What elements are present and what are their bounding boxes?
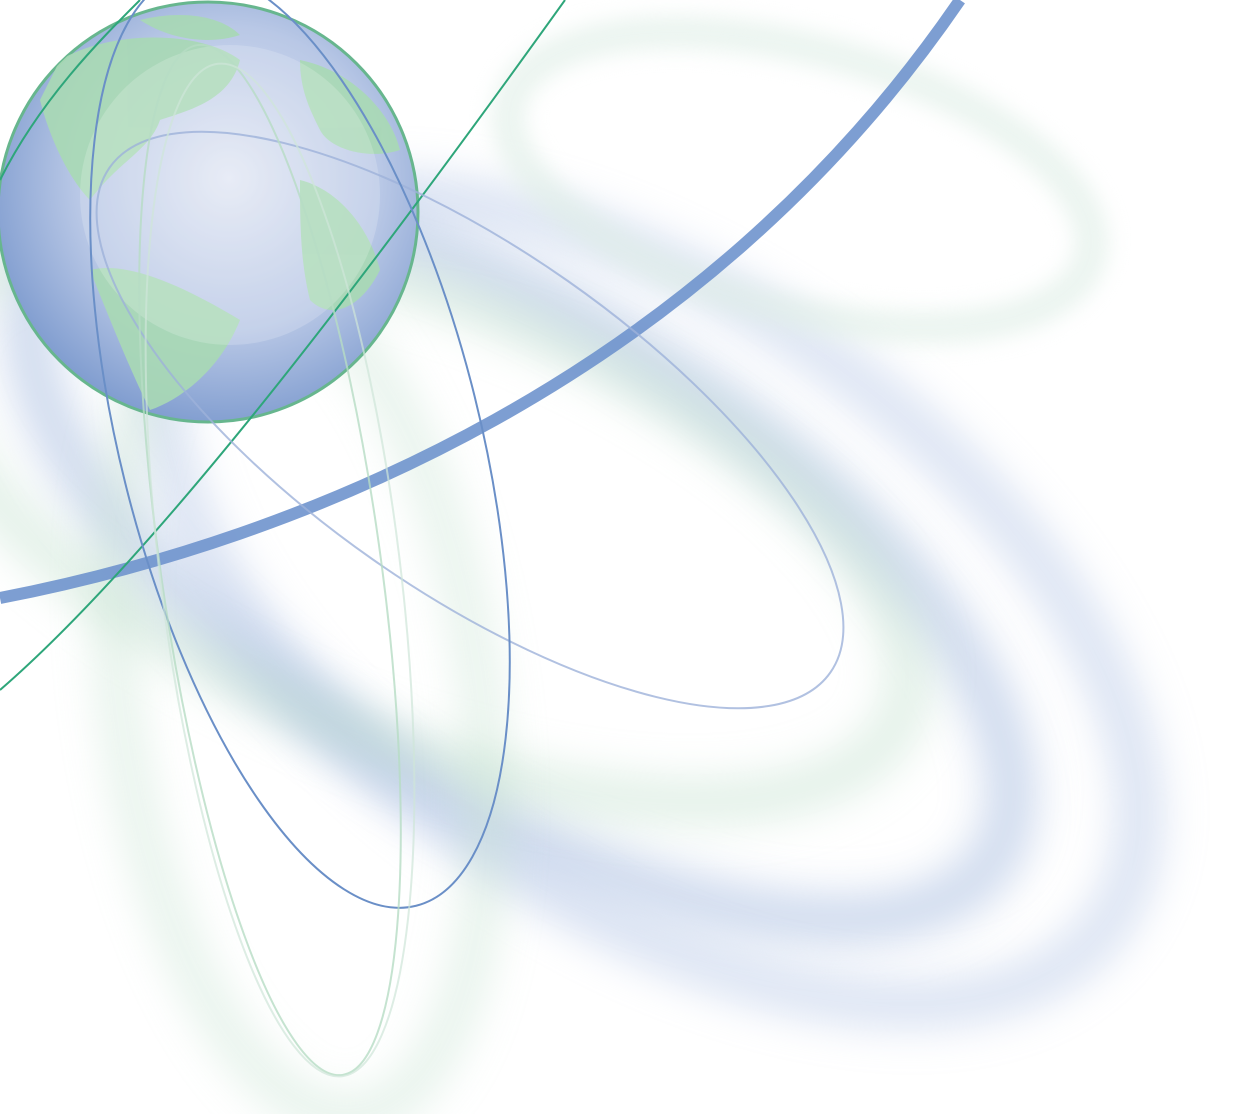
globe bbox=[0, 0, 420, 424]
orbits bbox=[0, 0, 965, 1078]
